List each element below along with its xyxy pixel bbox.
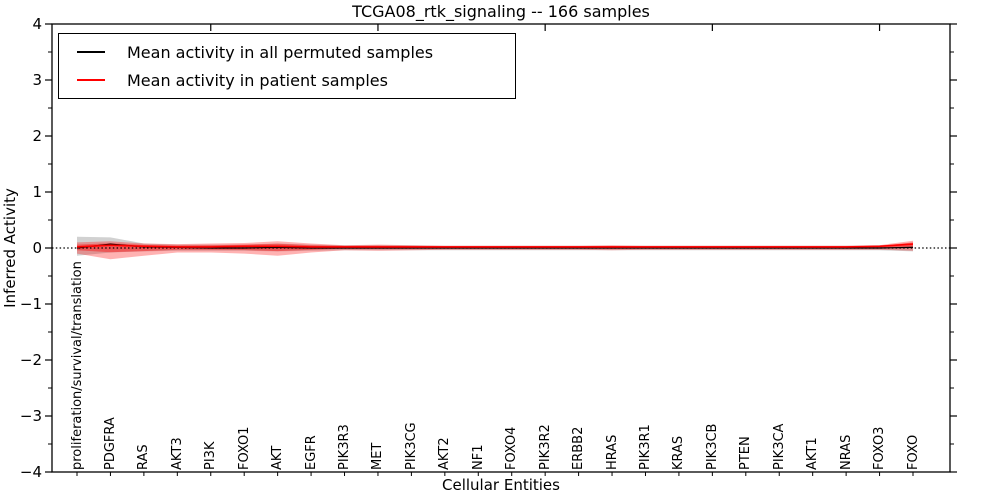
x-tick-label: NF1	[470, 444, 486, 470]
x-tick-label: HRAS	[604, 434, 620, 470]
x-tick-label: AKT1	[805, 437, 821, 470]
x-tick-label: ERBB2	[571, 426, 587, 470]
x-tick-label: FOXO1	[236, 426, 252, 470]
y-tick-label: 3	[32, 71, 42, 89]
x-axis-label: Cellular Entities	[442, 476, 560, 494]
x-tick-label: NRAS	[838, 434, 854, 470]
plot-area	[45, 23, 957, 476]
x-tick-label: FOXO	[905, 434, 921, 470]
legend: Mean activity in all permuted samples Me…	[58, 33, 516, 99]
x-tick-label: PIK3CB	[704, 423, 720, 470]
permuted-line-swatch	[77, 51, 105, 53]
x-tick-label: PIK3CA	[771, 423, 787, 470]
y-tick-label: −2	[19, 351, 42, 369]
x-tick-label: FOXO4	[504, 426, 520, 470]
y-tick-label: 4	[32, 15, 42, 33]
permuted-mean-line	[76, 243, 914, 249]
y-tick-label: 2	[32, 127, 42, 145]
x-tick-label: FOXO3	[872, 426, 888, 470]
patient-range-band	[77, 240, 913, 260]
y-tick-label: 1	[32, 183, 42, 201]
x-tick-label: EGFR	[303, 435, 319, 470]
x-tick-label: AKT2	[437, 437, 453, 470]
x-tick-label: MET	[370, 442, 386, 470]
y-tick-label: −4	[19, 463, 42, 481]
x-tick-label: PIK3R1	[637, 424, 653, 470]
x-tick-label: PI3K	[203, 441, 219, 470]
patient-mean-line	[76, 243, 914, 248]
x-tick-label: PIK3CG	[403, 422, 419, 470]
x-tick-label: PIK3R3	[337, 424, 353, 470]
legend-item-patient: Mean activity in patient samples	[59, 66, 515, 94]
plot-canvas	[45, 23, 957, 476]
x-tick-label: KRAS	[671, 435, 687, 470]
x-tick-label: AKT3	[169, 437, 185, 470]
x-tick-label: proliferation/survival/translation	[69, 261, 85, 470]
legend-item-permuted: Mean activity in all permuted samples	[59, 38, 515, 66]
y-tick-label: −3	[19, 407, 42, 425]
x-tick-label: PDGFRA	[102, 417, 118, 470]
legend-label-permuted: Mean activity in all permuted samples	[127, 42, 434, 62]
x-tick-label: RAS	[136, 444, 152, 470]
x-tick-label: AKT	[270, 445, 286, 470]
x-tick-label: PIK3R2	[537, 424, 553, 470]
y-tick-label: 0	[32, 239, 42, 257]
x-tick-label: PTEN	[738, 436, 754, 470]
chart-title: TCGA08_rtk_signaling -- 166 samples	[352, 2, 650, 21]
y-tick-label: −1	[19, 295, 42, 313]
legend-label-patient: Mean activity in patient samples	[127, 70, 388, 90]
patient-line-swatch	[77, 79, 105, 81]
